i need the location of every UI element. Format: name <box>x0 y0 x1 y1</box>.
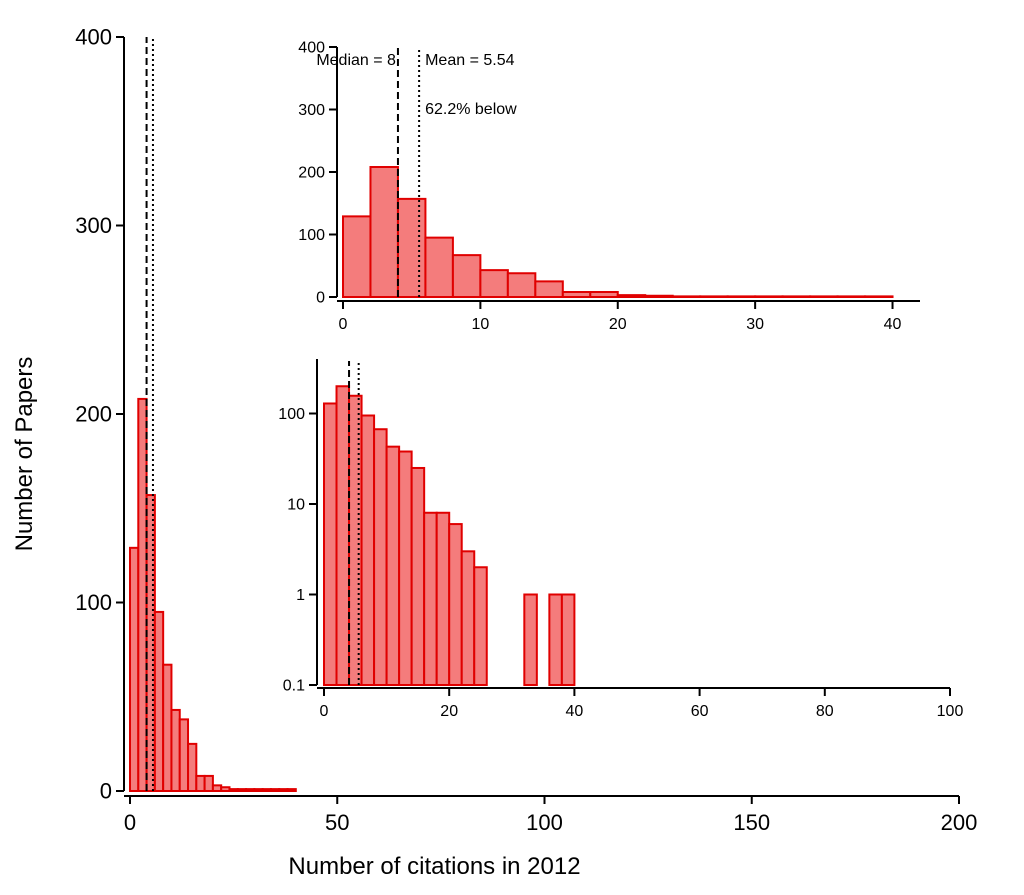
histogram-bar <box>671 295 702 298</box>
histogram-bar <box>754 295 784 298</box>
x-tick-label: 150 <box>733 810 770 835</box>
histogram-bar <box>348 394 363 686</box>
histogram-bar <box>479 269 509 298</box>
y-tick-label: 400 <box>298 40 325 57</box>
histogram-bar <box>451 254 482 298</box>
y-tick-label: 300 <box>75 213 112 238</box>
histogram-bar <box>534 280 564 298</box>
histogram-bar <box>435 511 451 686</box>
y-tick-label: 200 <box>75 402 112 427</box>
y-tick-label: 300 <box>298 102 325 119</box>
histogram-bar <box>211 784 223 792</box>
histogram-bar <box>809 295 839 298</box>
x-tick-label: 100 <box>526 810 563 835</box>
x-tick-label: 20 <box>440 703 458 720</box>
histogram-bar <box>460 550 476 686</box>
histogram-bar <box>261 788 272 792</box>
histogram-bar <box>203 774 214 792</box>
histogram-bar <box>448 523 463 686</box>
x-tick-label: 10 <box>471 316 489 333</box>
x-tick-label: 100 <box>937 703 964 720</box>
histogram-bar <box>137 397 148 792</box>
histogram-bar <box>561 291 592 298</box>
histogram-bar <box>523 593 538 686</box>
y-tick-label: 400 <box>75 25 112 50</box>
histogram-bar <box>589 291 619 298</box>
histogram-bar <box>253 788 264 792</box>
histogram-bar <box>373 428 388 686</box>
histogram-bar <box>369 166 399 298</box>
histogram-bar <box>342 215 372 298</box>
x-tick-label: 60 <box>691 703 709 720</box>
x-tick-label: 80 <box>816 703 834 720</box>
histogram-bar <box>864 295 894 298</box>
histogram-bar <box>236 788 248 792</box>
x-tick-label: 40 <box>566 703 584 720</box>
histogram-bar <box>187 742 198 792</box>
x-tick-label: 0 <box>124 810 136 835</box>
histogram-bar <box>726 295 757 298</box>
y-tick-label: 1 <box>296 587 305 604</box>
y-axis-title: Number of Papers <box>11 357 38 552</box>
histogram-bar <box>398 450 413 686</box>
inset-log-histogram: 0.1 1 10 100 0 20 40 60 80 100 <box>278 359 963 720</box>
y-tick-label: 100 <box>75 590 112 615</box>
histogram-bar <box>473 566 488 687</box>
mean-annotation: Mean = 5.54 <box>425 52 514 69</box>
histogram-bar <box>410 466 426 686</box>
histogram-bar <box>245 788 256 792</box>
histogram-bar <box>228 788 239 792</box>
histogram-bar <box>360 414 376 686</box>
x-tick-label: 40 <box>884 316 902 333</box>
inset-linear-histogram: 0 100 200 300 400 0 10 20 30 40 Median = 8 Mean = 5… <box>298 40 920 333</box>
histogram-bar <box>278 788 289 792</box>
histogram-bar <box>506 272 537 298</box>
histogram-bar <box>560 593 576 686</box>
histogram-bar <box>269 788 281 792</box>
histogram-bar <box>178 718 190 792</box>
histogram-bar <box>836 295 867 298</box>
histogram-bar <box>781 295 812 298</box>
y-tick-label: 100 <box>298 227 325 244</box>
y-tick-label: 10 <box>287 497 305 514</box>
y-tick-label: 0.1 <box>283 678 305 695</box>
histogram-bar <box>195 774 206 792</box>
x-axis-title: Number of citations in 2012 <box>288 853 580 880</box>
below-annotation: 62.2% below <box>425 101 517 118</box>
y-tick-label: 0 <box>100 779 112 804</box>
histogram-bar <box>644 294 674 298</box>
histogram-bar <box>129 546 140 793</box>
y-tick-label: 200 <box>298 165 325 182</box>
x-tick-label: 200 <box>941 810 978 835</box>
histogram-bar <box>385 445 401 687</box>
histogram-bar <box>153 610 165 792</box>
histogram-bar <box>396 197 427 298</box>
histogram-bar <box>548 593 563 686</box>
median-annotation: Median = 8 <box>316 52 396 69</box>
histogram-bar <box>699 295 729 298</box>
x-tick-label: 0 <box>339 316 348 333</box>
histogram-bar <box>323 402 338 686</box>
histogram-bar <box>170 708 181 793</box>
histogram-bar <box>220 786 231 792</box>
histogram-bar <box>423 511 438 686</box>
x-tick-label: 0 <box>320 703 329 720</box>
histogram-bar <box>335 385 351 686</box>
histogram-bar <box>162 663 173 793</box>
histogram-bar <box>424 236 454 298</box>
x-tick-label: 50 <box>325 810 349 835</box>
x-tick-label: 20 <box>609 316 627 333</box>
y-tick-label: 100 <box>278 406 305 423</box>
histogram-bar <box>286 788 297 792</box>
x-tick-label: 30 <box>746 316 764 333</box>
histogram-bar <box>616 294 647 298</box>
y-tick-label: 0 <box>316 290 325 307</box>
